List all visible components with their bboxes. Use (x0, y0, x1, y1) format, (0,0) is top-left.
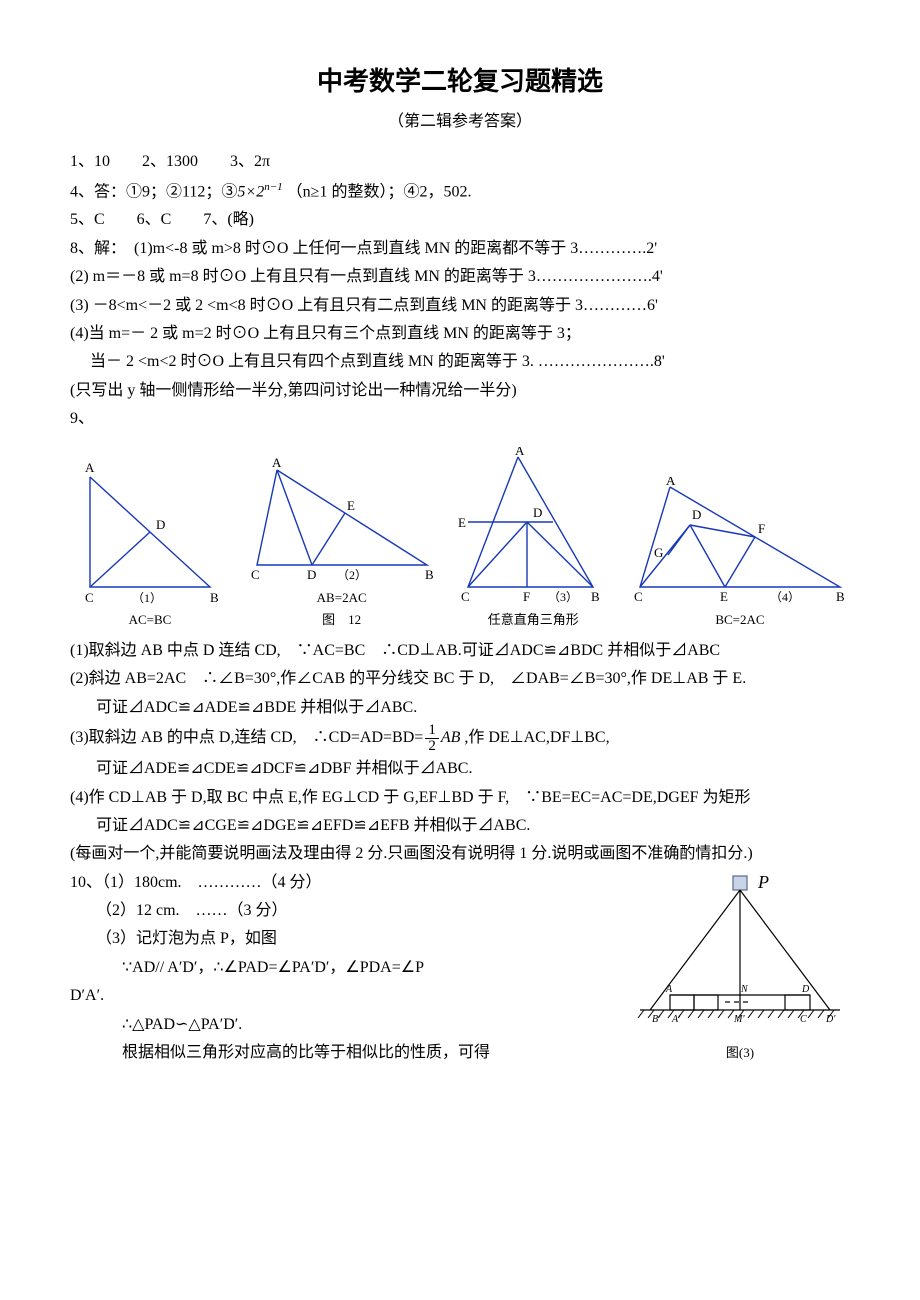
sol3a-suffix: ,作 DE⊥AC,DF⊥BC, (460, 729, 609, 746)
svg-text:G: G (654, 545, 663, 560)
svg-text:B: B (591, 589, 600, 604)
svg-text:（2）: （2） (337, 568, 367, 582)
answer-line-8-5: 当－ 2 <m<2 时⊙O 上有且只有四个点到直线 MN 的距离等于 3. ……… (70, 349, 850, 375)
triangle-2-svg: A E C D B （2） (247, 455, 437, 585)
svg-text:A: A (666, 477, 676, 488)
frac-num: 1 (425, 723, 439, 739)
figure-10: P A N D B' A' M' C D' 图(3) (630, 870, 850, 1063)
svg-text:D: D (307, 567, 316, 582)
svg-text:A: A (665, 984, 673, 995)
svg-text:（3）: （3） (548, 590, 578, 604)
solution-4a: (4)作 CD⊥AB 于 D,取 BC 中点 E,作 EG⊥CD 于 G,EF⊥… (70, 785, 850, 811)
q4-suffix: （n≥1 的整数）；④2，502. (287, 183, 472, 200)
figure-10-cap: 图(3) (630, 1042, 850, 1063)
answer-line-8-3: (3) －8<m<－2 或 2 <m<8 时⊙O 上有且只有二点到直线 MN 的… (70, 293, 850, 319)
svg-text:P: P (757, 872, 769, 892)
note-9: (每画对一个,并能简要说明画法及理由得 2 分.只画图没有说明得 1 分.说明或… (70, 841, 850, 867)
svg-text:D: D (692, 507, 701, 522)
solution-4b: 可证⊿ADC≌⊿CGE≌⊿DGE≌⊿EFD≌⊿EFB 并相似于⊿ABC. (70, 813, 850, 839)
svg-text:N: N (740, 984, 749, 995)
answer-line-8-2: (2) m＝－8 或 m=8 时⊙O 上有且只有一点到直线 MN 的距离等于 3… (70, 264, 850, 290)
svg-text:C: C (461, 589, 470, 604)
page-subtitle: （第二辑参考答案） (70, 109, 850, 135)
page-title: 中考数学二轮复习题精选 (70, 60, 850, 103)
fraction-half: 12 (425, 723, 439, 754)
figure-4: A D F G C E B （4） BC=2AC (630, 477, 850, 630)
svg-text:E: E (720, 589, 728, 604)
figure-2-cap: AB=2AC (247, 587, 437, 608)
svg-text:（1）: （1） (132, 591, 162, 605)
solution-2a: (2)斜边 AB=2AC ∴∠B=30°,作∠CAB 的平分线交 BC 于 D,… (70, 666, 850, 692)
figure-2-extra: 图 12 (247, 609, 437, 630)
svg-text:D: D (533, 505, 542, 520)
svg-text:A: A (272, 455, 282, 470)
svg-text:C: C (85, 590, 94, 605)
svg-text:F: F (523, 589, 530, 604)
q4-prefix: 4、答：①9；②112；③ (70, 183, 237, 200)
triangle-4-svg: A D F G C E B （4） (630, 477, 850, 607)
answer-line-1: 1、10 2、1300 3、2π (70, 149, 850, 175)
figure-3-cap: 任意直角三角形 (453, 609, 613, 630)
svg-text:D': D' (825, 1014, 836, 1025)
triangle-3-svg: A E D C F B （3） (453, 447, 613, 607)
q4-expr-exp: n−1 (264, 181, 282, 193)
triangle-1-svg: A D C B （1） (70, 457, 230, 607)
svg-text:B: B (210, 590, 219, 605)
figure-1: A D C B （1） AC=BC (70, 457, 230, 630)
svg-text:B': B' (652, 1014, 661, 1025)
svg-text:C: C (800, 1014, 807, 1025)
svg-text:E: E (347, 498, 355, 513)
svg-text:C: C (251, 567, 260, 582)
frac-after: AB (441, 729, 461, 746)
figure-2: A E C D B （2） AB=2AC 图 12 (247, 455, 437, 630)
solution-3b: 可证⊿ADE≌⊿CDE≌⊿DCF≌⊿DBF 并相似于⊿ABC. (70, 756, 850, 782)
lamp-figure-svg: P A N D B' A' M' C D' (630, 870, 850, 1040)
svg-text:B: B (836, 589, 845, 604)
svg-text:D: D (801, 984, 810, 995)
svg-text:A: A (515, 447, 525, 458)
svg-text:（4）: （4） (770, 590, 800, 604)
solution-2b: 可证⊿ADC≌⊿ADE≌⊿BDE 并相似于⊿ABC. (70, 695, 850, 721)
solution-1: (1)取斜边 AB 中点 D 连结 CD, ∵AC=BC ∴CD⊥AB.可证⊿A… (70, 638, 850, 664)
svg-text:A': A' (671, 1014, 681, 1025)
svg-text:F: F (758, 521, 765, 536)
answer-line-4: 4、答：①9；②112；③5×2n−1 （n≥1 的整数）；④2，502. (70, 178, 850, 206)
q4-expr-base: 5×2 (237, 183, 264, 200)
figure-4-cap: BC=2AC (630, 609, 850, 630)
figure-3: A E D C F B （3） 任意直角三角形 (453, 447, 613, 630)
sol3a-prefix: (3)取斜边 AB 的中点 D,连结 CD, ∴CD=AD=BD= (70, 729, 423, 746)
answer-line-8-6: (只写出 y 轴一侧情形给一半分,第四问讨论出一种情况给一半分) (70, 378, 850, 404)
answer-line-5: 5、C 6、C 7、(略) (70, 207, 850, 233)
svg-text:C: C (634, 589, 643, 604)
svg-text:E: E (458, 515, 466, 530)
svg-text:M': M' (733, 1014, 745, 1025)
svg-text:A: A (85, 460, 95, 475)
answer-line-8-1: 8、解： (1)m<-8 或 m>8 时⊙O 上任何一点到直线 MN 的距离都不… (70, 236, 850, 262)
svg-text:B: B (425, 567, 434, 582)
figure-1-cap: AC=BC (70, 609, 230, 630)
figure-row: A D C B （1） AC=BC A E C D B （2） AB=2AC 图… (70, 447, 850, 630)
answer-line-9: 9、 (70, 406, 850, 432)
frac-den: 2 (425, 739, 439, 754)
solution-3a: (3)取斜边 AB 的中点 D,连结 CD, ∴CD=AD=BD=12AB ,作… (70, 723, 850, 754)
svg-text:D: D (156, 517, 165, 532)
answer-line-8-4: (4)当 m=－ 2 或 m=2 时⊙O 上有且只有三个点到直线 MN 的距离等… (70, 321, 850, 347)
